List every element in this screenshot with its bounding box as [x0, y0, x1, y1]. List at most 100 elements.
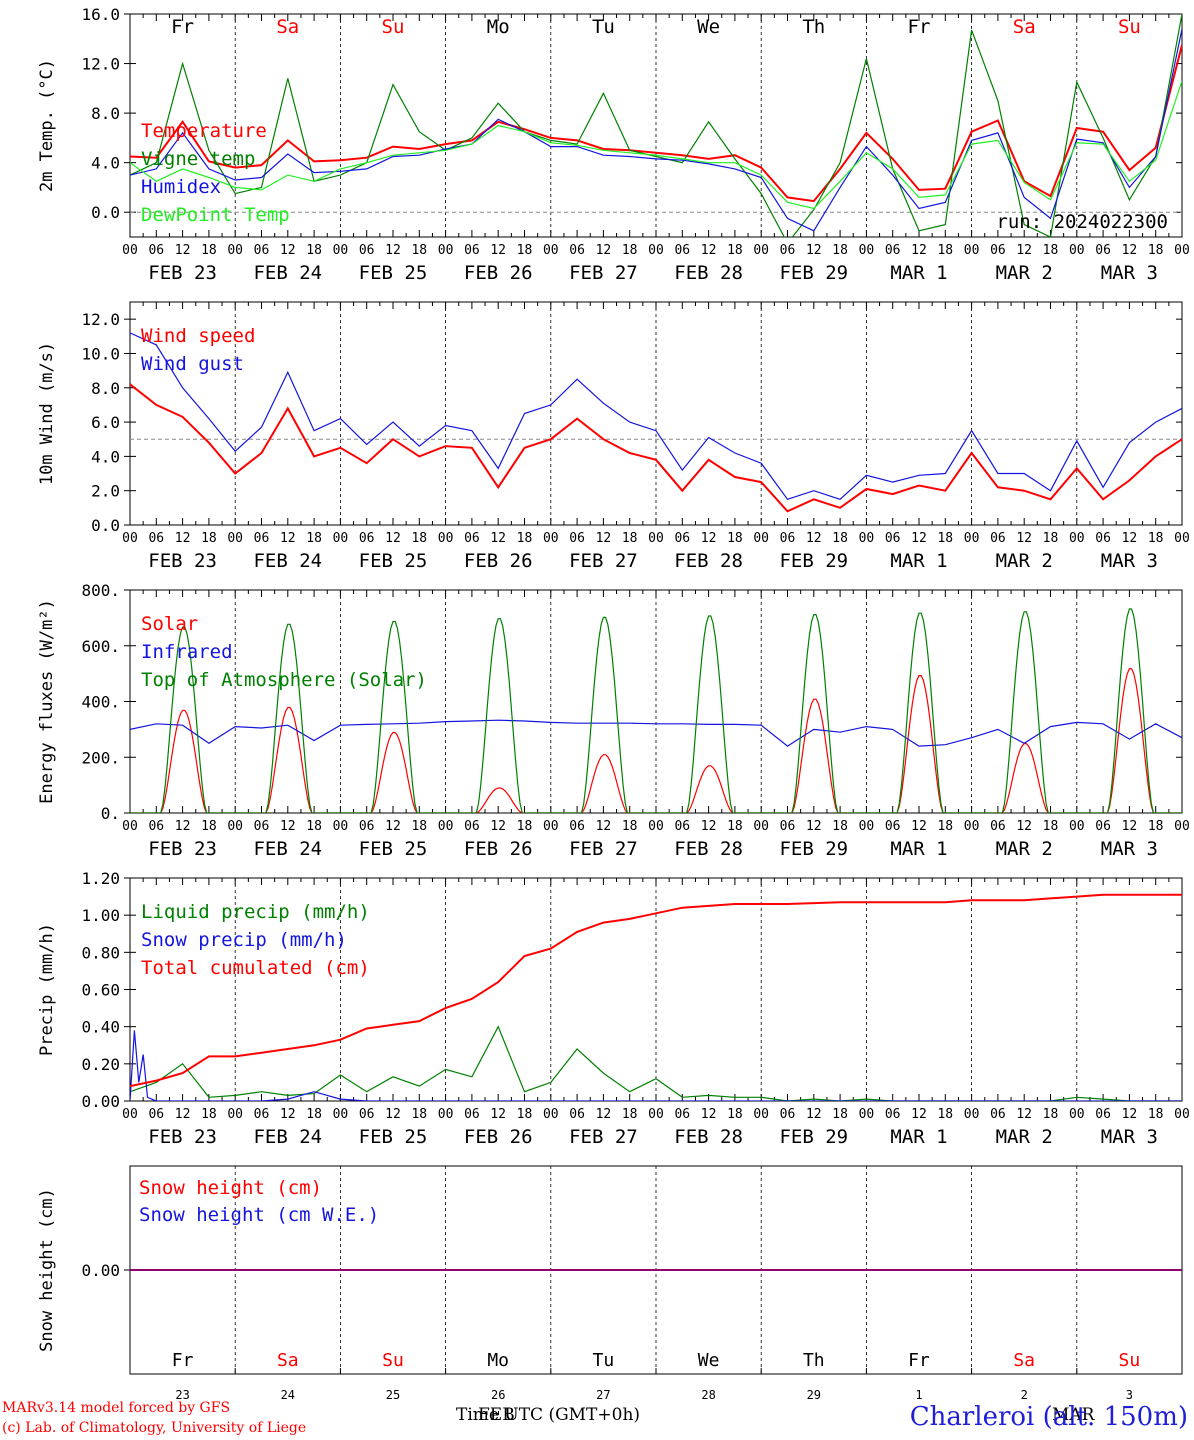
hour-tick-label: 18 — [1043, 819, 1059, 834]
hour-tick-label: 06 — [1095, 531, 1111, 546]
date-label: FEB 27 — [569, 262, 638, 284]
hour-tick-label: 00 — [753, 819, 769, 834]
hour-tick-label: 06 — [780, 1107, 796, 1122]
hour-tick-label: 06 — [1095, 243, 1111, 258]
hour-tick-label: 00 — [1069, 819, 1085, 834]
weekday-label: Mo — [487, 1350, 509, 1371]
hour-tick-label: 18 — [411, 1107, 427, 1122]
hour-tick-label: 12 — [701, 819, 717, 834]
legend-entry: Temperature — [141, 120, 267, 142]
hour-tick-label: 12 — [280, 819, 296, 834]
hour-tick-label: 00 — [859, 243, 875, 258]
hour-tick-label: 12 — [911, 531, 927, 546]
hour-tick-label: 00 — [1069, 243, 1085, 258]
hour-tick-label: 18 — [517, 819, 533, 834]
legend-entry: Top of Atmosphere (Solar) — [141, 669, 427, 691]
month-label-feb: FEB — [478, 1405, 515, 1425]
date-label: FEB 28 — [674, 838, 743, 860]
series-group — [130, 14, 1182, 237]
hour-tick-label: 18 — [1148, 819, 1164, 834]
hour-tick-label: 12 — [1016, 819, 1032, 834]
hour-tick-label: 12 — [1122, 243, 1138, 258]
hour-tick-label: 18 — [937, 243, 953, 258]
hour-tick-label: 18 — [411, 819, 427, 834]
hour-tick-label: 12 — [701, 531, 717, 546]
y-tick-label: 12.0 — [81, 310, 120, 329]
hour-tick-label: 00 — [753, 531, 769, 546]
hour-tick-label: 06 — [464, 819, 480, 834]
date-label: FEB 24 — [253, 838, 322, 860]
legend-entry: Total cumulated (cm) — [141, 957, 370, 979]
hour-tick-label: 06 — [674, 1107, 690, 1122]
legend-entry: Infrared — [141, 641, 233, 663]
y-tick-label: 0.60 — [81, 981, 120, 1000]
y-tick-label: 10.0 — [81, 344, 120, 363]
weekday-label: Th — [803, 1350, 825, 1371]
hour-tick-label: 18 — [937, 1107, 953, 1122]
time-axis-label: Time UTC (GMT+0h) — [456, 1405, 641, 1425]
hour-tick-label: 00 — [122, 531, 138, 546]
hour-tick-label: 12 — [385, 819, 401, 834]
y-tick-label: 0.0 — [91, 516, 120, 535]
hour-tick-label: 12 — [596, 1107, 612, 1122]
hour-tick-label: 18 — [201, 1107, 217, 1122]
hour-tick-label: 12 — [280, 1107, 296, 1122]
hour-tick-label: 00 — [1069, 1107, 1085, 1122]
hour-tick-label: 06 — [569, 243, 585, 258]
hour-tick-label: 12 — [911, 243, 927, 258]
series-line-darkgreen — [130, 14, 1182, 237]
hour-tick-label: 18 — [622, 819, 638, 834]
date-label: FEB 28 — [674, 550, 743, 572]
hour-tick-label: 06 — [674, 531, 690, 546]
hour-tick-label: 00 — [1174, 531, 1190, 546]
hour-tick-label: 00 — [122, 1107, 138, 1122]
weekday-label: Tu — [593, 1350, 615, 1371]
hour-tick-label: 12 — [175, 819, 191, 834]
hour-tick-label: 00 — [648, 819, 664, 834]
hour-tick-label: 00 — [122, 243, 138, 258]
hour-tick-label: 18 — [622, 531, 638, 546]
day-number-label: 24 — [281, 1388, 295, 1402]
hour-tick-label: 18 — [1043, 531, 1059, 546]
series-line-blue — [130, 719, 1182, 747]
date-label: FEB 25 — [359, 550, 428, 572]
hour-tick-label: 12 — [701, 1107, 717, 1122]
hour-tick-label: 00 — [648, 1107, 664, 1122]
day-number-label: 25 — [386, 1388, 400, 1402]
hour-tick-label: 00 — [438, 243, 454, 258]
hour-tick-label: 00 — [1069, 531, 1085, 546]
hour-tick-label: 12 — [280, 531, 296, 546]
lab-credit: (c) Lab. of Climatology, University of L… — [2, 1420, 307, 1436]
day-number-label: 29 — [807, 1388, 821, 1402]
hour-tick-label: 00 — [753, 243, 769, 258]
hour-tick-label: 12 — [911, 1107, 927, 1122]
hour-tick-label: 06 — [990, 1107, 1006, 1122]
hour-tick-label: 18 — [622, 243, 638, 258]
hour-tick-label: 18 — [1043, 1107, 1059, 1122]
hour-tick-label: 00 — [859, 819, 875, 834]
day-number-label: 1 — [915, 1388, 922, 1402]
hour-tick-label: 18 — [201, 243, 217, 258]
hour-tick-label: 00 — [227, 819, 243, 834]
station-label: Charleroi (alt. 150m) — [909, 1402, 1188, 1432]
hour-tick-label: 06 — [885, 531, 901, 546]
series-group — [130, 608, 1182, 813]
hour-tick-label: 00 — [122, 819, 138, 834]
y-tick-label: 4.0 — [91, 447, 120, 466]
hour-tick-label: 12 — [911, 819, 927, 834]
hour-tick-label: 18 — [937, 819, 953, 834]
y-tick-label: 0.00 — [81, 1261, 120, 1280]
y-tick-label: 0. — [101, 804, 120, 823]
date-label: MAR 1 — [890, 1126, 947, 1148]
hour-tick-label: 12 — [280, 243, 296, 258]
date-label: FEB 26 — [464, 262, 533, 284]
date-label: MAR 1 — [890, 550, 947, 572]
run-label: run: 2024022300 — [996, 211, 1168, 233]
legend-entry: Humidex — [141, 176, 221, 198]
y-tick-label: 12.0 — [81, 55, 120, 74]
panel-1: 00 06 12 18 00 06 12 18 00 06 12 18 00 06 12 18 00 06 12 18… — [37, 5, 1190, 284]
date-label: MAR 2 — [996, 1126, 1053, 1148]
date-label: FEB 29 — [779, 550, 848, 572]
y-tick-label: 0.80 — [81, 943, 120, 962]
